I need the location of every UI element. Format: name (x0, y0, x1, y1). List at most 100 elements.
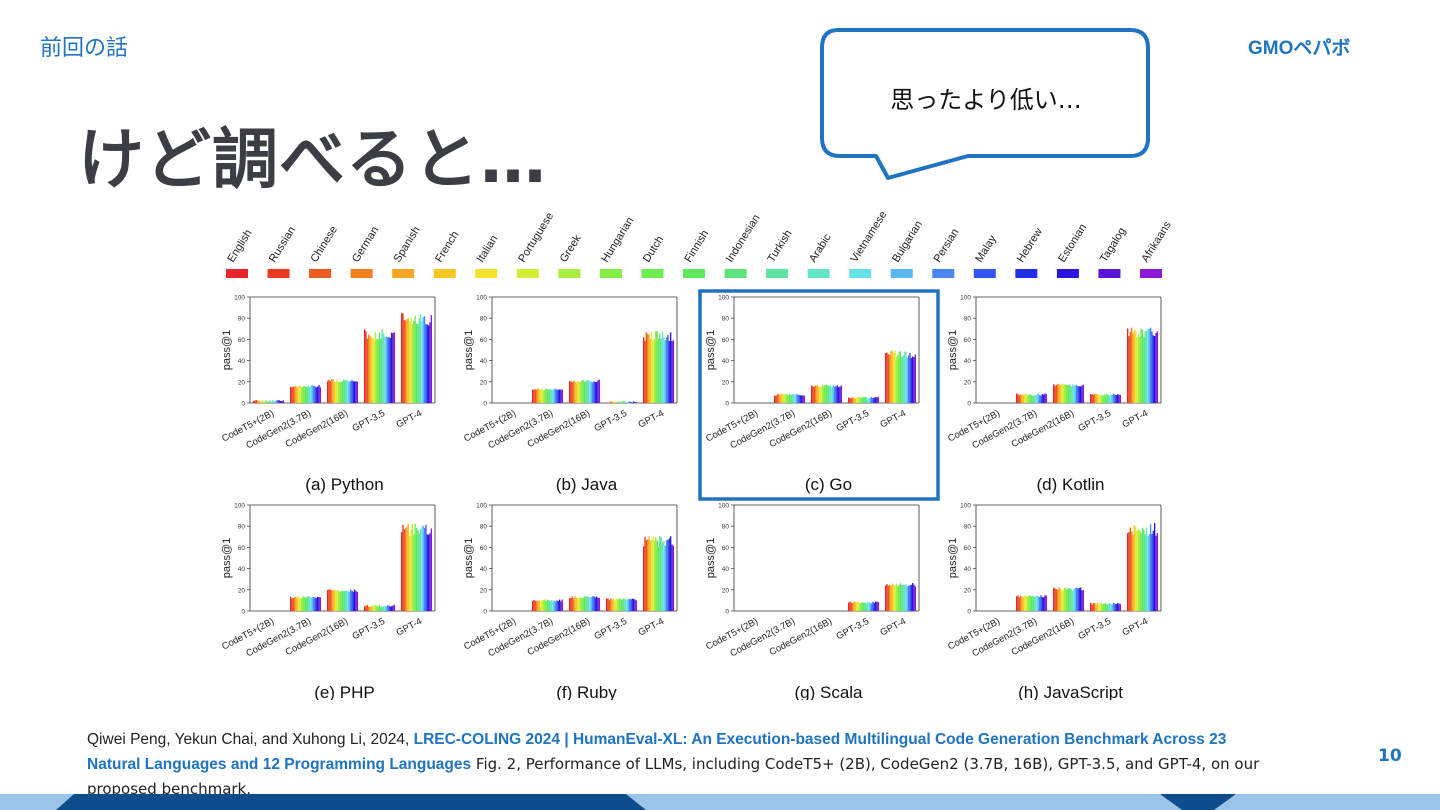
bar (311, 597, 313, 611)
bar (665, 540, 668, 611)
legend-label: Malay (973, 233, 999, 265)
bar (542, 600, 545, 611)
bar (773, 395, 776, 403)
bar (634, 401, 636, 403)
bar (1028, 395, 1030, 403)
bar (1078, 386, 1080, 403)
paper-link[interactable]: LREC-COLING 2024 | HumanEval-XL: An Exec… (87, 731, 1227, 773)
legend-swatch (932, 269, 955, 278)
bar (1092, 603, 1095, 611)
bar (388, 336, 390, 403)
bar (854, 601, 857, 611)
bar (783, 393, 785, 403)
bar (385, 606, 387, 611)
bar (414, 315, 416, 403)
bar (318, 597, 320, 611)
bar (355, 381, 357, 403)
bar (558, 389, 561, 403)
bar (1133, 329, 1136, 403)
bar (544, 599, 546, 611)
bar (352, 591, 354, 611)
bar (622, 400, 624, 403)
legend-swatch (392, 269, 415, 278)
bar (552, 389, 554, 403)
bar (1069, 384, 1071, 403)
bar (410, 317, 412, 403)
bar (548, 600, 550, 611)
bar (356, 591, 359, 611)
bar (861, 602, 863, 611)
bar (1030, 395, 1033, 403)
bar (1040, 395, 1042, 403)
bar (538, 600, 541, 611)
bar (1034, 596, 1037, 611)
y-tick-label: 80 (480, 524, 488, 531)
bar (611, 401, 613, 403)
bar (289, 386, 292, 403)
bar (1022, 596, 1025, 611)
bar (534, 389, 537, 403)
bar (378, 332, 381, 403)
bar (390, 606, 393, 611)
bar (799, 395, 801, 403)
bar (392, 605, 394, 611)
bar (308, 387, 311, 403)
bar (1108, 395, 1111, 403)
legend-label: Hungarian (599, 215, 636, 264)
bar (612, 401, 615, 403)
bar (894, 585, 896, 611)
bar (385, 336, 387, 403)
legend-label: Portuguese (516, 211, 556, 265)
bar (897, 586, 899, 611)
bar (386, 605, 389, 611)
bar (429, 533, 431, 611)
bar (1066, 588, 1068, 611)
bar (795, 393, 797, 403)
panel-title: (g) Scala (794, 683, 863, 700)
bar (421, 526, 423, 611)
y-tick-label: 20 (480, 587, 488, 594)
bar (1131, 531, 1133, 611)
bar (377, 606, 379, 611)
bar (792, 393, 795, 403)
bar (1132, 534, 1134, 611)
legend-swatch (309, 269, 332, 278)
x-tick-label: CodeGen2(16B) (284, 408, 350, 450)
bar (426, 534, 428, 611)
bar (369, 606, 371, 611)
bar (1078, 587, 1080, 611)
bar (1075, 587, 1078, 611)
bar (652, 340, 654, 403)
bar (1029, 394, 1031, 403)
bar (266, 401, 268, 403)
bar (531, 600, 534, 611)
bar (1106, 604, 1108, 611)
y-tick-label: 40 (964, 566, 972, 573)
legend-swatch (724, 269, 747, 278)
bar (857, 601, 859, 611)
bar (1112, 393, 1115, 403)
bar (648, 334, 650, 403)
bar (1052, 384, 1055, 403)
bar (620, 599, 623, 611)
bar (386, 337, 389, 403)
bar (575, 382, 578, 403)
bar (549, 388, 551, 403)
bar (423, 527, 426, 611)
x-tick-label: GPT-4 (637, 616, 666, 639)
bar (911, 356, 914, 403)
bar (282, 400, 285, 403)
bar (891, 350, 894, 403)
bar (335, 382, 337, 403)
bar (575, 597, 578, 611)
bar (858, 397, 861, 403)
y-tick-label: 20 (722, 587, 730, 594)
y-tick-label: 0 (241, 401, 245, 408)
y-tick-label: 80 (964, 316, 972, 323)
legend-label: English (225, 228, 254, 265)
bar (571, 382, 574, 403)
bar (422, 525, 424, 611)
bar (356, 381, 359, 403)
bar (303, 386, 305, 403)
bar (1069, 587, 1071, 611)
